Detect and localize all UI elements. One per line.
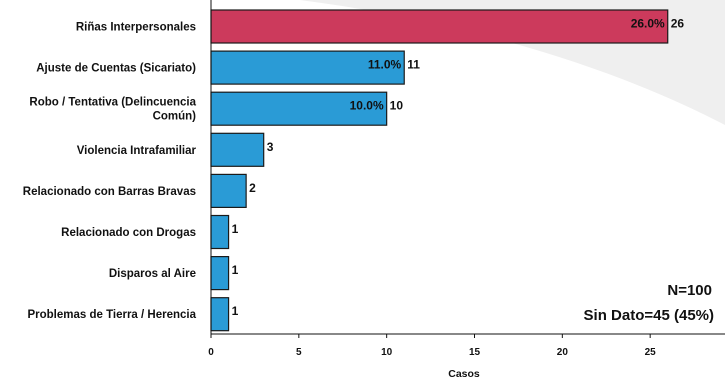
value-label: 1 — [232, 222, 239, 236]
x-axis-title: Casos — [448, 368, 480, 380]
category-label: Relacionado con Barras Bravas — [23, 186, 196, 198]
x-tick-label: 0 — [208, 347, 214, 358]
missing-data-note: Sin Dato=45 (45%) — [584, 307, 714, 324]
bars-layer: Riñas Interpersonales 26 26.0% Ajuste de Cu… — [23, 9, 685, 332]
category-label: Relacionado con Drogas — [61, 227, 196, 239]
value-label: 11 — [407, 58, 420, 72]
x-tick-label: 10 — [381, 347, 393, 358]
category-label: Robo / Tentativa (Delincuencia Común) — [29, 97, 196, 123]
category-label: Ajuste de Cuentas (Sicariato) — [36, 63, 196, 75]
x-tick-label: 15 — [469, 347, 481, 358]
x-tick-label: 25 — [645, 347, 657, 358]
percent-label: 11.0% — [368, 58, 402, 72]
x-tick-label: 20 — [557, 347, 569, 358]
bar — [210, 91, 388, 126]
value-label: 3 — [267, 140, 274, 154]
category-label: Problemas de Tierra / Herencia — [27, 309, 196, 321]
percent-label: 10.0% — [350, 99, 384, 113]
bar — [210, 256, 230, 291]
bar — [210, 132, 265, 167]
value-label: 2 — [249, 181, 256, 195]
sample-size-note: N=100 — [667, 282, 712, 299]
bar — [210, 173, 247, 208]
category-label: Disparos al Aire — [109, 268, 196, 280]
category-label: Violencia Intrafamiliar — [77, 145, 197, 157]
bar — [210, 214, 230, 250]
category-label: Riñas Interpersonales — [76, 22, 196, 34]
bar — [210, 9, 669, 44]
value-label: 1 — [232, 304, 239, 318]
x-ticks-layer: 051015202530 — [208, 334, 657, 358]
value-label: 26 — [671, 17, 685, 31]
percent-label: 26.0% — [631, 17, 665, 31]
value-label: 1 — [232, 263, 239, 277]
x-tick-label: 5 — [296, 347, 302, 358]
bar — [210, 297, 230, 332]
value-label: 10 — [390, 99, 404, 113]
bar — [210, 50, 405, 85]
